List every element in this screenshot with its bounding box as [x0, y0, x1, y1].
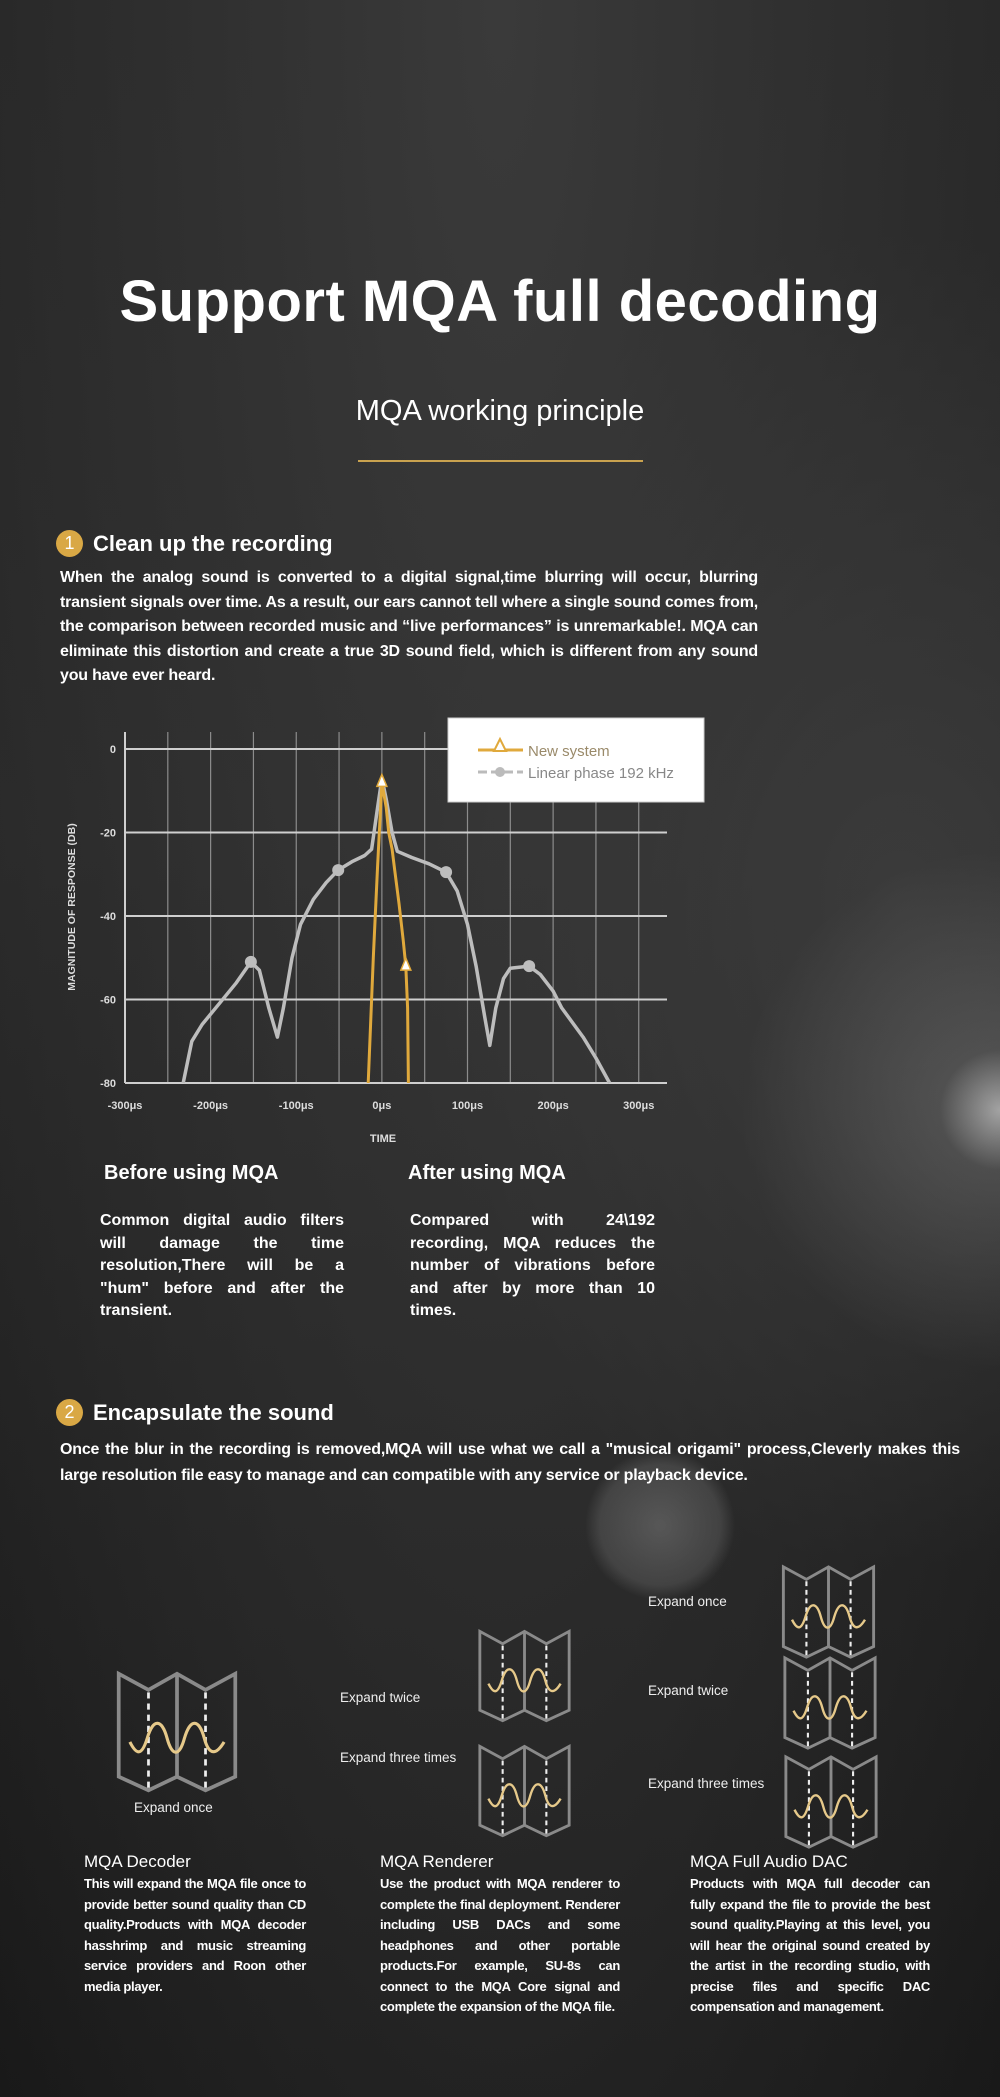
x-tick-label: 200μs	[538, 1100, 569, 1112]
triangle-marker-icon	[492, 736, 508, 752]
legend-label-new-system: New system	[528, 743, 610, 760]
dac-expand-once-label: Expand once	[648, 1594, 727, 1609]
section-1-heading: 1 Clean up the recording	[56, 530, 333, 557]
y-tick-label: -60	[100, 995, 116, 1007]
after-heading: After using MQA	[408, 1162, 566, 1184]
folded-file-icon	[477, 1742, 572, 1840]
legend-label-linear-phase: Linear phase 192 kHz	[528, 765, 674, 782]
dac-title: MQA Full Audio DAC	[690, 1852, 848, 1871]
y-axis-label: MAGNITUDE OF RESPONSE (DB)	[66, 823, 78, 990]
new-system-point	[375, 772, 388, 788]
section-1-title: Clean up the recording	[93, 530, 333, 556]
linear-phase-point	[440, 866, 453, 879]
chart-legend: New system Linear phase 192 kHz	[447, 717, 705, 803]
linear-phase-point	[244, 955, 257, 968]
x-tick-label: -200μs	[193, 1100, 228, 1112]
x-tick-label: -100μs	[279, 1100, 314, 1112]
step-number-badge: 1	[56, 530, 83, 557]
folded-file-icon	[477, 1626, 572, 1726]
y-tick-label: -20	[100, 828, 116, 840]
decoder-title: MQA Decoder	[84, 1852, 191, 1871]
y-tick-label: -40	[100, 911, 116, 923]
x-tick-label: 300μs	[623, 1100, 654, 1112]
folded-file-icon	[783, 1754, 879, 1850]
after-text: Compared with 24\192 recording, MQA redu…	[410, 1212, 655, 1319]
page-subtitle: MQA working principle	[355, 395, 645, 427]
chart-series	[181, 772, 612, 1084]
new-system-point	[399, 956, 412, 971]
renderer-text: Use the product with MQA renderer to com…	[380, 1876, 620, 2014]
renderer-title: MQA Renderer	[380, 1852, 494, 1871]
renderer-expand-twice-label: Expand twice	[340, 1690, 421, 1705]
before-text: Common digital audio filters will damage…	[100, 1212, 344, 1319]
renderer-expand-three-label: Expand three times	[340, 1750, 457, 1765]
dac-expand-three-label: Expand three times	[648, 1776, 765, 1791]
linear-phase-line	[181, 776, 612, 1084]
x-tick-label: -300μs	[108, 1100, 143, 1112]
folded-file-icon	[782, 1655, 878, 1751]
folded-file-icon	[780, 1564, 877, 1660]
folded-file-icon	[113, 1670, 241, 1794]
section-2-title: Encapsulate the sound	[93, 1399, 334, 1425]
section-1-paragraph: When the analog sound is converted to a …	[60, 569, 758, 684]
circle-marker-icon	[495, 767, 505, 777]
section-2-paragraph: Once the blur in the recording is remove…	[60, 1441, 960, 1484]
before-heading: Before using MQA	[104, 1162, 279, 1184]
step-number-badge: 2	[56, 1399, 83, 1426]
x-axis-label: TIME	[370, 1133, 396, 1145]
page-title: Support MQA full decoding	[119, 269, 881, 334]
decoder-text: This will expand the MQA file once to pr…	[84, 1876, 306, 1994]
x-tick-label: 100μs	[452, 1100, 483, 1112]
dac-expand-twice-label: Expand twice	[648, 1683, 729, 1698]
divider	[358, 460, 643, 462]
decoder-expand-once-label: Expand once	[134, 1800, 213, 1815]
x-tick-label: 0μs	[372, 1100, 391, 1112]
y-tick-label: -80	[100, 1078, 116, 1090]
section-2-heading: 2 Encapsulate the sound	[56, 1399, 334, 1426]
impulse-response-chart: 0 -20 -40 -60 -80 -300μs -200μs -100μs 0μs 100μs 2…	[66, 717, 705, 1145]
linear-phase-point	[332, 864, 345, 877]
dac-text: Products with MQA full decoder can fully…	[690, 1876, 930, 2014]
linear-phase-point	[523, 960, 536, 973]
y-tick-label: 0	[110, 744, 116, 756]
